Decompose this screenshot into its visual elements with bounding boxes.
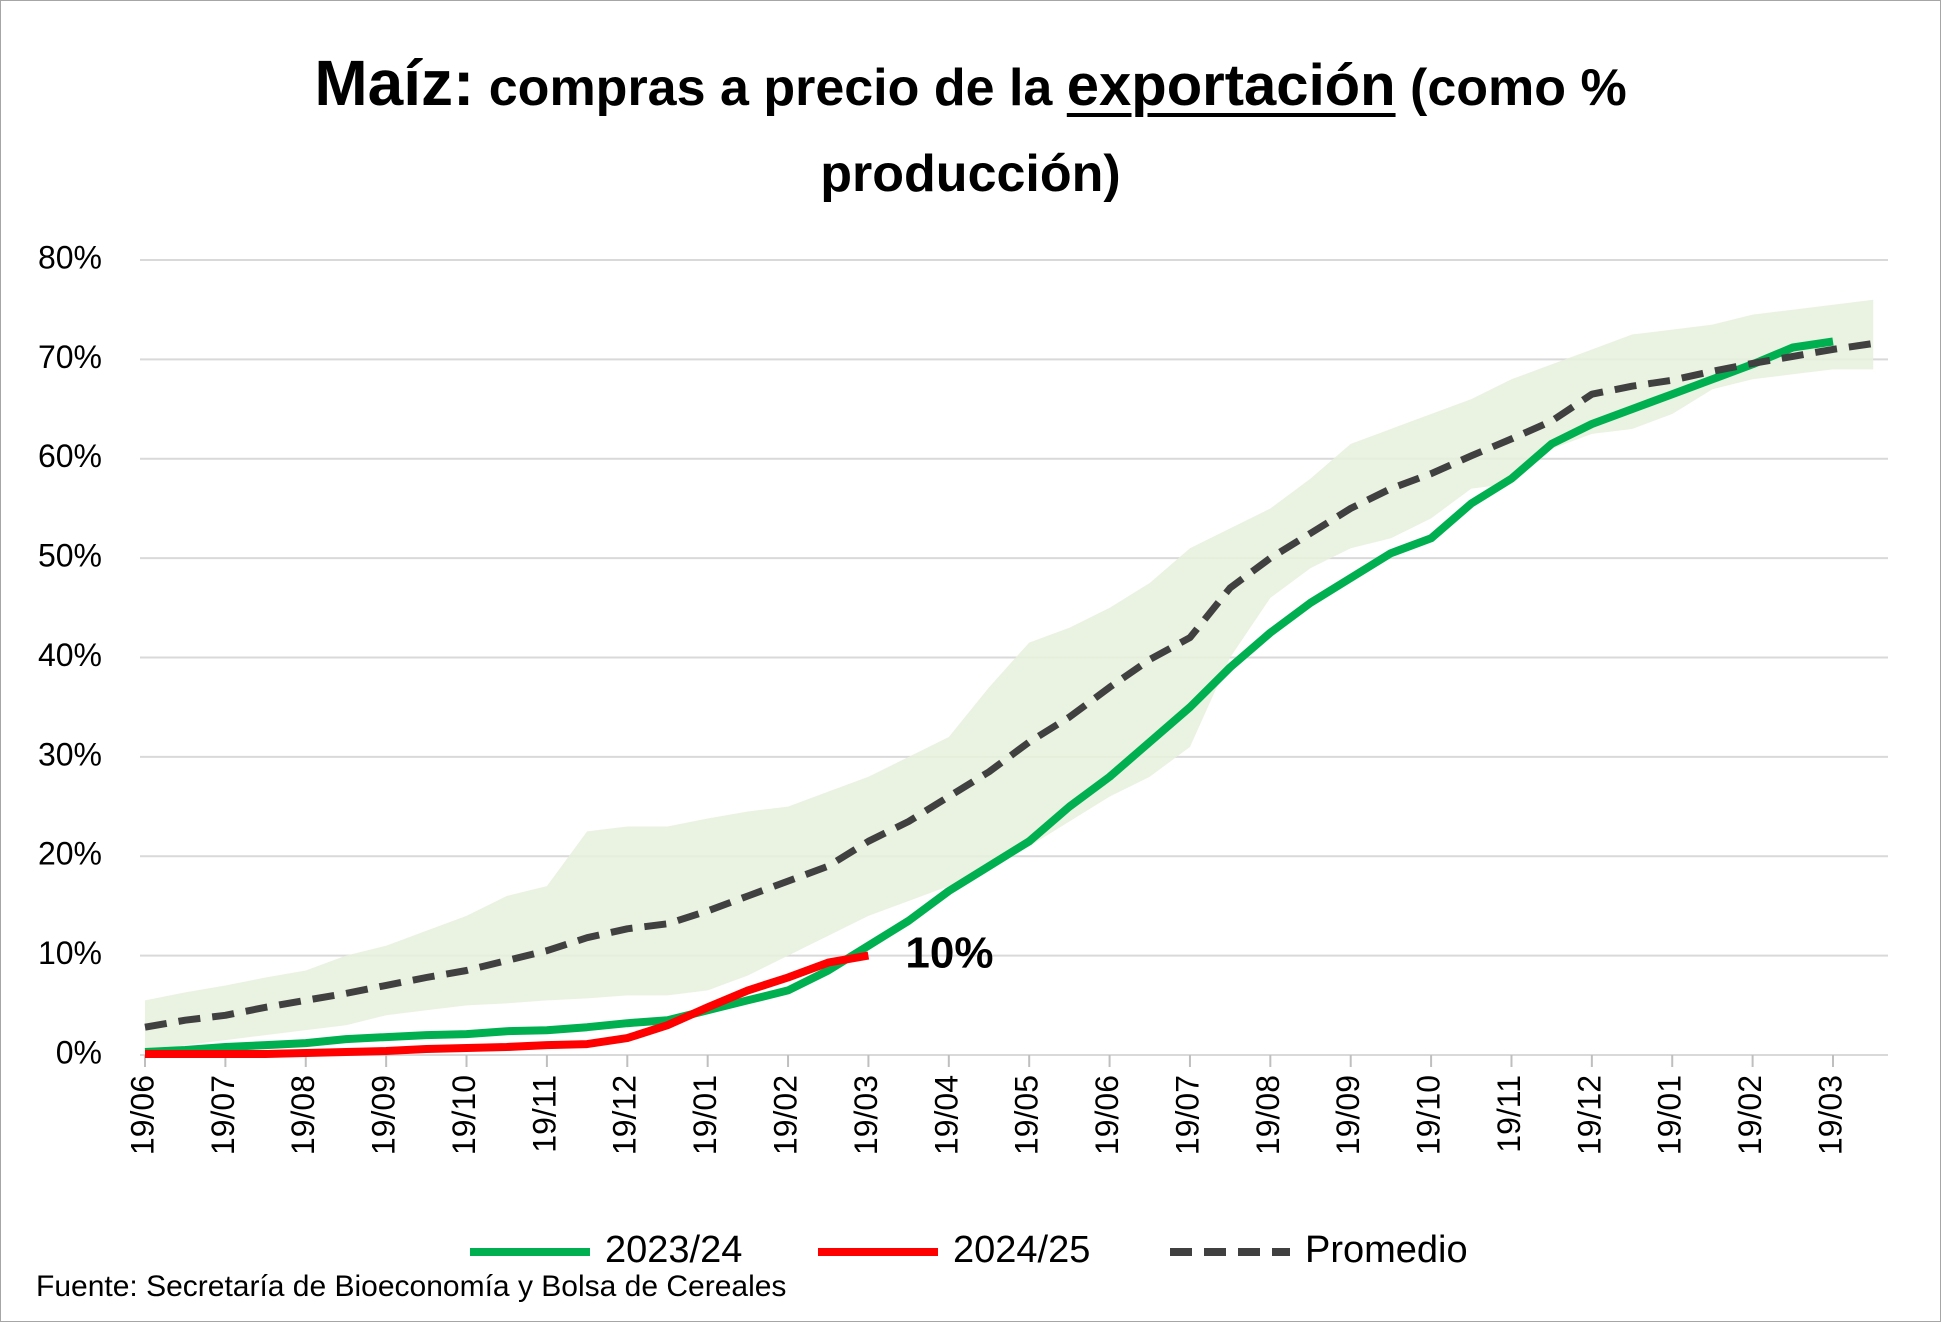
x-tick-label: 19/10 <box>446 1075 482 1155</box>
source-note: Fuente: Secretaría de Bioeconomía y Bols… <box>36 1270 786 1303</box>
title-tail: (como % <box>1410 59 1627 117</box>
y-tick-label: 70% <box>38 339 102 375</box>
x-tick-label: 19/02 <box>1732 1075 1768 1155</box>
x-tick-label: 19/11 <box>526 1075 562 1153</box>
series-line <box>145 951 870 1058</box>
series-line <box>144 337 1834 1056</box>
x-tick-label: 19/11 <box>1491 1075 1527 1153</box>
title-emphasis: exportación <box>1066 53 1396 118</box>
x-tick-label: 19/01 <box>687 1075 723 1155</box>
series-line <box>144 340 1874 1031</box>
x-tick-label: 19/05 <box>1009 1075 1045 1155</box>
legend-label: Promedio <box>1305 1229 1468 1271</box>
x-tick-label: 19/12 <box>607 1075 643 1155</box>
y-tick-label: 50% <box>38 538 102 574</box>
y-tick-label: 80% <box>38 239 102 275</box>
x-tick-label: 19/07 <box>205 1075 241 1155</box>
x-tick-label: 19/12 <box>1571 1075 1607 1155</box>
x-tick-label: 19/09 <box>366 1075 402 1155</box>
title-line2: producción) <box>820 145 1121 203</box>
x-tick-label: 19/09 <box>1330 1075 1366 1155</box>
legend-label: 2023/24 <box>605 1229 742 1271</box>
y-tick-label: 0% <box>56 1034 102 1070</box>
y-tick-label: 20% <box>38 836 102 872</box>
x-tick-label: 19/10 <box>1411 1075 1447 1155</box>
x-tick-label: 19/06 <box>124 1075 160 1155</box>
y-tick-label: 40% <box>38 637 102 673</box>
x-tick-label: 19/04 <box>928 1075 964 1155</box>
y-tick-label: 60% <box>38 438 102 474</box>
annotation: 10% <box>905 928 993 977</box>
range-band <box>145 299 1874 1053</box>
legend-label: 2024/25 <box>953 1229 1090 1271</box>
x-tick-label: 19/03 <box>848 1075 884 1155</box>
y-tick-label: 10% <box>38 935 102 971</box>
x-tick-label: 19/03 <box>1812 1075 1848 1155</box>
x-tick-label: 19/08 <box>285 1075 321 1155</box>
x-tick-label: 19/02 <box>768 1075 804 1155</box>
chart-title: Maíz: compras a precio de la exportación… <box>0 40 1941 217</box>
x-tick-label: 19/07 <box>1169 1075 1205 1155</box>
x-tick-label: 19/01 <box>1652 1075 1688 1155</box>
x-tick-label: 19/06 <box>1089 1075 1125 1155</box>
title-lead: Maíz: <box>314 47 475 119</box>
title-text: compras a precio de la <box>488 59 1053 117</box>
y-tick-label: 30% <box>38 736 102 772</box>
x-tick-label: 19/08 <box>1250 1075 1286 1155</box>
